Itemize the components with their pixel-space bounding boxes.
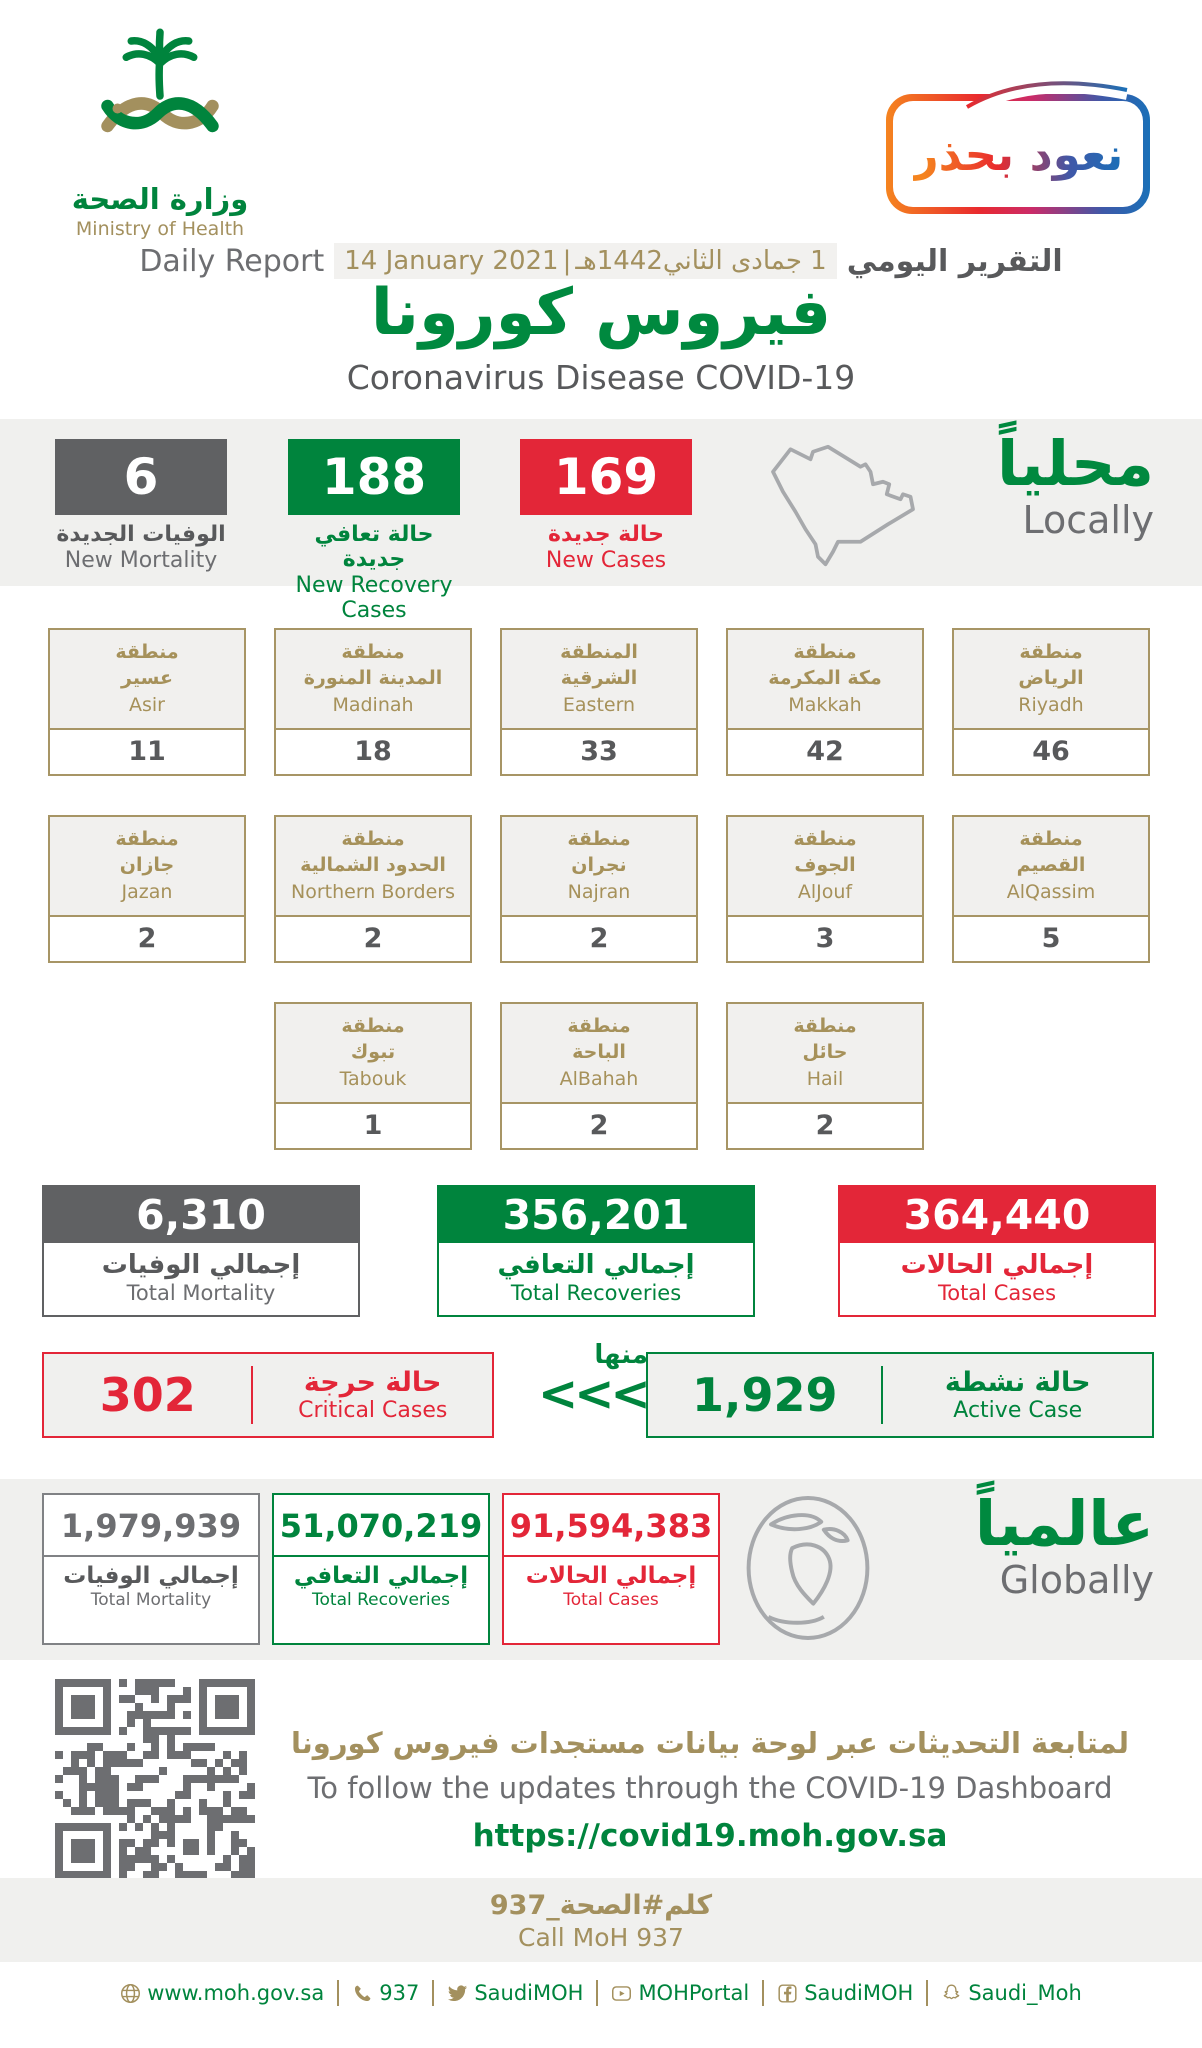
footer-link-phone[interactable]: 937 (352, 1981, 419, 2005)
new-mortality-label-ar: الوفيات الجديدة (56, 522, 226, 547)
footer-separator (432, 1980, 435, 2006)
total-recoveries-box: 356,201 إجمالي التعافي Total Recoveries (437, 1185, 755, 1317)
region-card-madinah: منطقة المدينة المنورة Madinah 18 (274, 628, 472, 776)
report-date-line: Daily Report 14 January 2021 | 1 جمادى ا… (0, 243, 1202, 279)
region-card-riyadh: منطقة الرياض Riyadh 46 (952, 628, 1150, 776)
date-separator: | (562, 246, 572, 276)
local-heading: محلياً Locally (997, 431, 1154, 542)
return-with-caution-badge: نعود بحذر (886, 81, 1150, 214)
critical-cases-box: 302 حالة حرجة Critical Cases (42, 1352, 494, 1438)
snapchat-icon (944, 1984, 960, 1999)
dashboard-line-en: To follow the updates through the COVID-… (307, 1771, 1113, 1805)
page-title-english: Coronavirus Disease COVID-19 (346, 358, 856, 397)
new-cases-label-ar: حالة جديدة (548, 522, 664, 547)
globe-icon (746, 1496, 870, 1640)
region-card-asir: منطقة عسير Asir 11 (48, 628, 246, 776)
qr-code (55, 1679, 255, 1879)
phone-icon (355, 1985, 371, 2001)
saudi-arabia-map (771, 444, 915, 567)
region-card-jazan: منطقة جازان Jazan 2 (48, 815, 246, 963)
new-recoveries-value: 188 (288, 439, 460, 515)
global-total-mortality-box: 1,979,939 إجمالي الوفيات Total Mortality (42, 1493, 260, 1645)
youtube-icon (612, 1985, 632, 2001)
daily-report-label-en: Daily Report (139, 243, 325, 279)
new-recoveries-label-ar: حالة تعافي جديدة (314, 522, 434, 572)
footer-separator (926, 1980, 929, 2006)
moh-logo: وزارة الصحة Ministry of Health (52, 26, 268, 240)
new-recoveries-label-en: New Recovery Cases (295, 573, 453, 623)
report-date: 14 January 2021 | 1 جمادى الثاني1442هـ (334, 243, 837, 279)
global-heading-ar: عالمياً (974, 1487, 1154, 1560)
moh-palm-logo-icon (101, 28, 219, 133)
region-card-northern-borders: منطقة الحدود الشمالية Northern Borders 2 (274, 815, 472, 963)
region-card-alqassim: منطقة القصيم AlQassim 5 (952, 815, 1150, 963)
twitter-icon (448, 1984, 468, 2001)
new-mortality-stat: 6 الوفيات الجديدة New Mortality (55, 439, 227, 573)
footer-link-facebook[interactable]: SaudiMOH (777, 1981, 913, 2005)
daily-report-label-ar: التقرير اليومي (846, 243, 1063, 279)
facebook-icon (778, 1983, 797, 2003)
global-heading: عالمياً Globally (975, 1491, 1154, 1602)
active-cases-box: 1,929 حالة نشطة Active Case (646, 1352, 1154, 1438)
new-recoveries-stat: 188 حالة تعافي جديدة New Recovery Cases (288, 439, 460, 623)
region-card-aljouf: منطقة الجوف AlJouf 3 (726, 815, 924, 963)
region-card-makkah: منطقة مكة المكرمة Makkah 42 (726, 628, 924, 776)
global-total-cases-box: 91,594,383 إجمالي الحالات Total Cases (502, 1493, 720, 1645)
call-moh-band: كلم#الصحة_937 Call MoH 937 (0, 1878, 1202, 1962)
local-heading-en: Locally (1022, 498, 1154, 543)
footer: www.moh.gov.sa 937 SaudiMOH MOHPortal (0, 1980, 1202, 2006)
of-which-indicator: منها <<< (538, 1340, 651, 1422)
globe-icon (121, 1983, 141, 2003)
new-cases-value: 169 (520, 439, 692, 515)
logo-english-text: Ministry of Health (75, 218, 245, 240)
report-date-gregorian: 14 January 2021 (344, 246, 559, 276)
region-card-albahah: منطقة الباحة AlBahah 2 (500, 1002, 698, 1150)
footer-link-twitter[interactable]: SaudiMOH (447, 1981, 583, 2005)
logo-arabic-text: وزارة الصحة (71, 182, 249, 216)
footer-link-youtube[interactable]: MOHPortal (611, 1981, 749, 2005)
footer-separator (762, 1980, 765, 2006)
new-cases-label-en: New Cases (545, 548, 667, 573)
page-title-arabic: فيروس كورونا (370, 276, 832, 350)
dashboard-url[interactable]: https://covid19.moh.gov.sa (472, 1818, 948, 1854)
region-card-tabouk: منطقة تبوك Tabouk 1 (274, 1002, 472, 1150)
new-cases-stat: 169 حالة جديدة New Cases (520, 439, 692, 573)
region-card-hail: منطقة حائل Hail 2 (726, 1002, 924, 1150)
local-heading-ar: محلياً (997, 427, 1154, 500)
region-card-najran: منطقة نجران Najran 2 (500, 815, 698, 963)
badge-arabic-text: نعود بحذر (912, 127, 1124, 181)
footer-link-snapchat[interactable]: Saudi_Moh (941, 1981, 1082, 2005)
new-mortality-label-en: New Mortality (64, 548, 218, 573)
dashboard-line-ar: لمتابعة التحديثات عبر لوحة بيانات مستجدا… (291, 1726, 1129, 1760)
total-cases-box: 364,440 إجمالي الحالات Total Cases (838, 1185, 1156, 1317)
left-arrows-icon: <<< (538, 1366, 651, 1422)
local-stats-band: 6 الوفيات الجديدة New Mortality 188 حالة… (0, 419, 1202, 623)
call-moh-ar: كلم#الصحة_937 (489, 1890, 713, 1921)
global-heading-en: Globally (999, 1558, 1154, 1603)
footer-separator (337, 1980, 340, 2006)
report-date-hijri: 1 جمادى الثاني1442هـ (575, 246, 827, 276)
new-mortality-value: 6 (55, 439, 227, 515)
badge-swoosh-icon (964, 81, 1128, 117)
footer-separator (596, 1980, 599, 2006)
call-moh-en: Call MoH 937 (518, 1923, 684, 1952)
total-mortality-box: 6,310 إجمالي الوفيات Total Mortality (42, 1185, 360, 1317)
dashboard-info: لمتابعة التحديثات عبر لوحة بيانات مستجدا… (272, 1726, 1148, 1854)
region-card-eastern: المنطقة الشرقية Eastern 33 (500, 628, 698, 776)
global-stats-band: 1,979,939 إجمالي الوفيات Total Mortality… (0, 1479, 1202, 1660)
global-total-recoveries-box: 51,070,219 إجمالي التعافي Total Recoveri… (272, 1493, 490, 1645)
footer-link-website[interactable]: www.moh.gov.sa (120, 1981, 324, 2005)
